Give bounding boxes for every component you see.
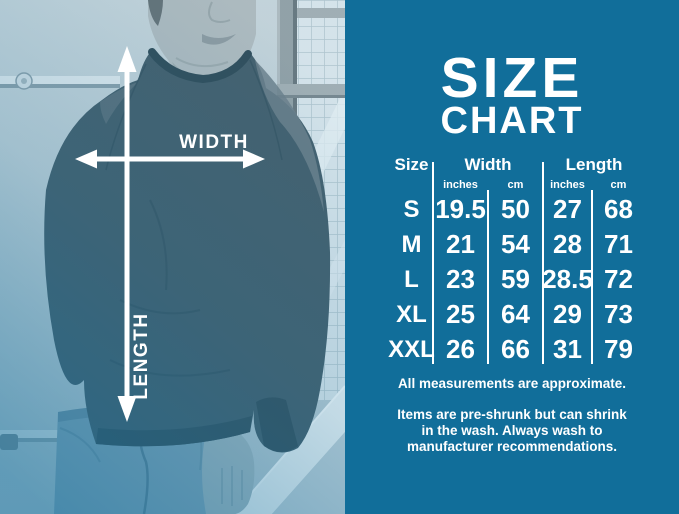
length-cm-cell: 72 [604, 264, 633, 294]
table-divider [432, 162, 434, 364]
unit-header-width-inches: inches [443, 179, 478, 191]
length-cm-cell: 73 [604, 299, 633, 329]
length-inches-cell: 28 [553, 229, 582, 259]
unit-header-width-cm: cm [507, 179, 524, 191]
table-divider [542, 162, 544, 364]
width-inches-cell: 23 [446, 264, 475, 294]
unit-header-length-cm: cm [610, 179, 627, 191]
row-label: M [401, 230, 422, 258]
size-chart-panel: SIZE CHART Size Width Length inches cm i… [345, 0, 679, 514]
model-photo-illustration [0, 0, 345, 514]
width-measure-label: WIDTH [179, 132, 249, 153]
approximation-note: All measurements are approximate. [397, 376, 627, 391]
width-inches-cell: 21 [446, 229, 475, 259]
panel-title-size: SIZE [440, 46, 584, 110]
row-label: L [404, 265, 419, 293]
table-divider [591, 190, 593, 364]
length-inches-cell: 27 [553, 194, 582, 224]
size-table: Size Width Length inches cm inches cm S … [388, 152, 645, 367]
unit-header-length-inches: inches [550, 179, 585, 191]
panel-title-chart: CHART [440, 100, 584, 142]
width-arrow-icon [75, 149, 265, 169]
table-divider [487, 190, 489, 364]
width-cm-cell: 59 [501, 264, 530, 294]
length-measure-label: LENGTH [131, 312, 152, 400]
length-arrow-icon [117, 46, 137, 422]
width-cm-cell: 54 [501, 229, 530, 259]
column-header-size: Size [394, 155, 429, 174]
width-cm-cell: 64 [501, 299, 530, 329]
width-inches-cell: 19.5 [435, 194, 486, 224]
row-label: XL [396, 300, 427, 328]
length-inches-cell: 28.5 [542, 264, 593, 294]
length-cm-cell: 79 [604, 334, 633, 364]
length-cm-cell: 71 [604, 229, 633, 259]
care-note: Items are pre-shrunk but can shrink in t… [397, 407, 627, 454]
width-cm-cell: 50 [501, 194, 530, 224]
width-inches-cell: 26 [446, 334, 475, 364]
column-header-width: Width [464, 155, 512, 174]
row-label: XXL [388, 335, 435, 363]
width-inches-cell: 25 [446, 299, 475, 329]
product-photo: WIDTH LENGTH [0, 0, 345, 514]
length-cm-cell: 68 [604, 194, 633, 224]
column-header-length: Length [565, 155, 623, 174]
row-label: S [403, 195, 420, 223]
length-inches-cell: 29 [553, 299, 582, 329]
length-inches-cell: 31 [553, 334, 582, 364]
width-cm-cell: 66 [501, 334, 530, 364]
